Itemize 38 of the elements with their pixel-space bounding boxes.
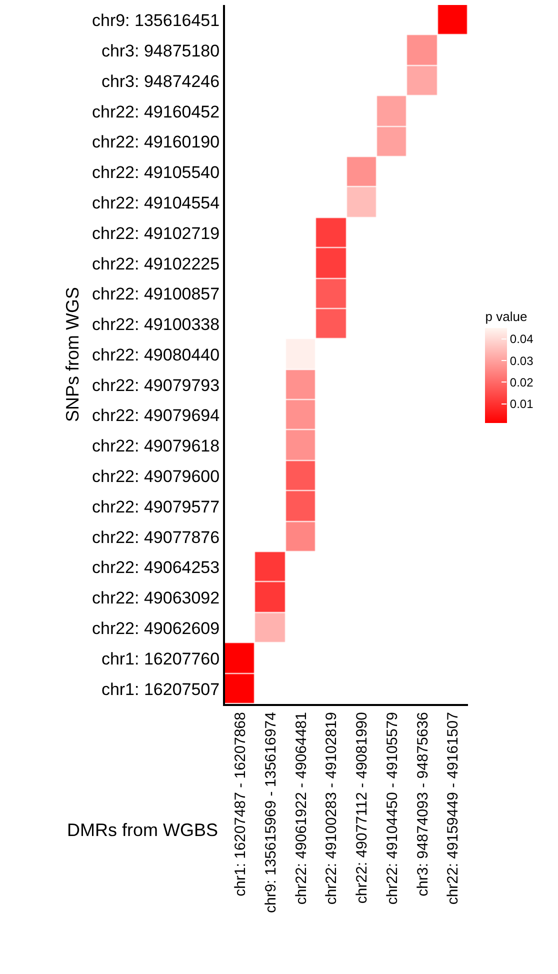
color-bar-label: 0.04 [510,332,534,346]
y-tick-label: chr22: 49160452 [92,102,220,122]
x-tick-label: chr22: 49077112 - 49081990 [354,712,371,904]
y-tick-label: chr22: 49160190 [92,132,220,152]
y-tick-label: chr22: 49079600 [92,467,220,486]
y-tick-label: chr22: 49079577 [92,497,220,516]
y-tick-label: chr22: 49102719 [92,224,220,243]
color-bar-label: 0.01 [510,396,534,411]
x-tick-label: chr22: 49100283 - 49102819 [323,712,340,905]
y-tick-label: chr22: 49063092 [92,588,220,608]
y-tick-label: chr9: 135616451 [92,11,220,30]
x-tick-label: chr22: 49104450 - 49105579 [384,712,401,905]
y-tick-label: chr22: 49079793 [92,376,220,395]
y-tick-label: chr22: 49102225 [92,254,220,274]
y-tick-label: chr22: 49079694 [92,406,220,426]
y-tick-label: chr22: 49105540 [92,163,220,182]
color-bar-label: 0.02 [510,375,534,390]
y-tick-label: chr22: 49100338 [92,315,220,334]
y-tick-label: chr22: 49079618 [92,436,220,456]
x-tick-label: chr9: 135615969 - 135616974 [262,712,280,914]
y-tick-label: chr22: 49104554 [92,193,220,212]
x-tick-label: chr22: 49061922 - 49064481 [292,712,310,905]
x-tick-label: chr3: 94874093 - 94875636 [414,712,432,896]
color-bar-label: 0.03 [510,354,534,368]
y-tick-label: chr3: 94875180 [101,42,220,61]
y-tick-label: chr22: 49080440 [92,345,220,364]
x-axis-title: DMRs from WGBS [67,820,218,840]
y-tick-label: chr3: 94874246 [101,72,220,91]
y-tick-label: chr1: 16207760 [101,649,220,668]
y-axis-title: SNPs from WGS [62,286,83,422]
y-tick-label: chr22: 49077876 [92,528,220,547]
y-tick-label: chr22: 49100857 [92,284,220,304]
y-tick-label: chr22: 49062609 [92,618,220,638]
x-tick-label: chr22: 49159449 - 49161507 [444,712,462,905]
x-tick-label: chr1: 16207487 - 16207868 [232,712,250,896]
y-tick-label: chr22: 49064253 [92,558,220,578]
color-bar-title: p value [485,308,528,324]
y-tick-label: chr1: 16207507 [101,680,220,699]
